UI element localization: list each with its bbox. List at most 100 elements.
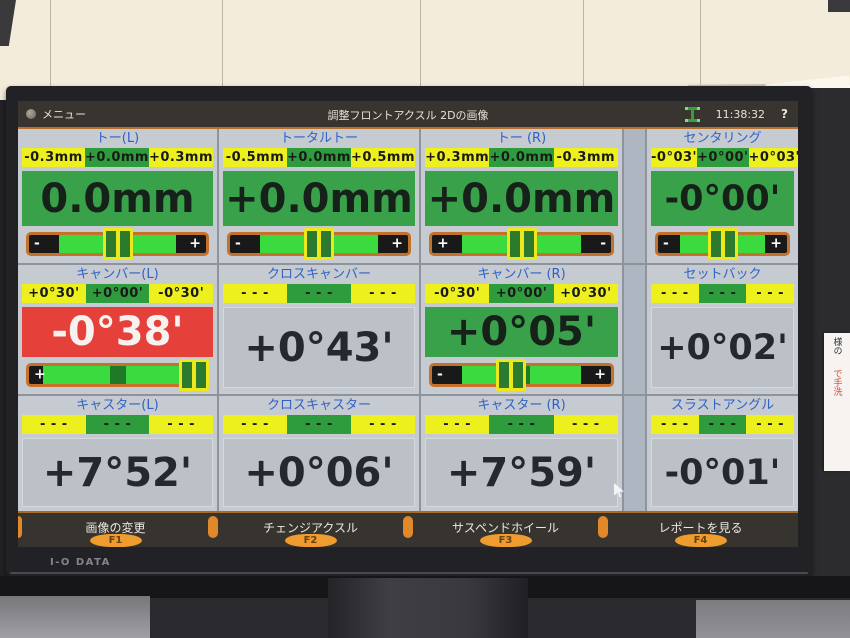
spec-high: +0°30' bbox=[553, 284, 618, 303]
spec-low: -0.5mm bbox=[223, 148, 287, 167]
spec-target: +0°00' bbox=[697, 148, 749, 167]
spec-target: +0.0mm bbox=[286, 148, 351, 167]
slider-minus-label: - bbox=[600, 235, 606, 252]
value-display: +0°02' bbox=[651, 307, 794, 388]
spec-high: - - - bbox=[351, 284, 415, 303]
fn-label: サスペンドホイール bbox=[452, 521, 559, 535]
panel-caster-right: キャスター (R) - - - - - - - - - +7°59' bbox=[421, 396, 622, 513]
function-key-bar: 画像の変更 F1 チェンジアクスル F2 サスペンドホイール F3 レポートを見… bbox=[18, 511, 798, 547]
column-divider bbox=[624, 396, 645, 513]
adjustment-bar: + - bbox=[429, 228, 614, 260]
fn-divider bbox=[208, 516, 218, 538]
measurement-grid: トー(L) -0.3mm +0.0mm +0.3mm 0.0mm - + トータ… bbox=[18, 129, 798, 513]
adjustment-bar: + - bbox=[26, 359, 209, 391]
value-display: -0°38' bbox=[22, 307, 213, 357]
panel-toe-left: トー(L) -0.3mm +0.0mm +0.3mm 0.0mm - + bbox=[18, 129, 217, 263]
fn-button-view-report[interactable]: レポートを見る F4 bbox=[598, 513, 798, 547]
page-title: 調整フロントアクスル 2Dの画像 bbox=[327, 109, 489, 122]
fn-divider bbox=[598, 516, 608, 538]
panel-cross-caster: クロスキャスター - - - - - - - - - +0°06' bbox=[219, 396, 419, 513]
panel-thrust-angle: スラストアングル - - - - - - - - - -0°01' bbox=[647, 396, 798, 513]
spec-low: -0.3mm bbox=[22, 148, 85, 167]
spec-low: - - - bbox=[223, 415, 287, 434]
mouse-cursor bbox=[614, 483, 624, 497]
slider-indicator bbox=[178, 359, 209, 391]
value-display: +0.0mm bbox=[223, 171, 415, 226]
value-display: +0°06' bbox=[223, 438, 415, 507]
f2-key-badge: F2 bbox=[284, 534, 337, 547]
spec-target: - - - bbox=[698, 284, 747, 303]
wall-seam bbox=[222, 0, 223, 94]
wall-seam bbox=[583, 0, 584, 96]
slider-indicator bbox=[495, 359, 526, 391]
background-wall bbox=[0, 0, 850, 100]
slider-plus-label: + bbox=[594, 366, 606, 383]
adjustment-bar: - + bbox=[227, 228, 411, 260]
wall-seam bbox=[700, 0, 701, 97]
slider-indicator bbox=[506, 228, 537, 260]
panel-title: クロスキャンバー bbox=[266, 267, 371, 282]
desk-right-surface bbox=[696, 600, 850, 638]
fn-label: 画像の変更 bbox=[85, 521, 146, 535]
panel-title: キャスター (R) bbox=[477, 398, 566, 413]
monitor: メニュー 調整フロントアクスル 2Dの画像 11:38:32 ? トー(L) -… bbox=[6, 86, 812, 576]
wall-paper-note: 様の で手洗 bbox=[824, 333, 850, 471]
spec-target: +0°00' bbox=[489, 284, 554, 303]
fn-label: チェンジアクスル bbox=[262, 521, 359, 535]
clock: 11:38:32 bbox=[715, 107, 766, 121]
adjustment-bar: - + bbox=[429, 359, 614, 391]
spec-row: - - - - - - - - - bbox=[223, 284, 415, 303]
monitor-stand bbox=[328, 578, 528, 638]
column-divider bbox=[624, 129, 645, 263]
spec-row: - - - - - - - - - bbox=[651, 415, 795, 434]
slider-indicator bbox=[707, 228, 738, 260]
spec-low: - - - bbox=[651, 284, 699, 303]
corner-shadow-right bbox=[828, 0, 850, 12]
help-button[interactable]: ? bbox=[781, 107, 788, 121]
panel-setback: セットバック - - - - - - - - - +0°02' bbox=[647, 265, 798, 394]
panel-cross-camber: クロスキャンバー - - - - - - - - - +0°43' bbox=[219, 265, 419, 394]
value-display: -0°00' bbox=[651, 171, 794, 226]
spec-low: - - - bbox=[22, 415, 86, 434]
spec-low: - - - bbox=[425, 415, 490, 434]
slider-minus-label: - bbox=[34, 235, 40, 252]
panel-title: セットバック bbox=[683, 267, 762, 282]
panel-title: センタリング bbox=[683, 131, 762, 146]
slider-plus-label: + bbox=[34, 366, 46, 383]
menu-button[interactable]: メニュー bbox=[26, 106, 86, 122]
spec-high: +0°03' bbox=[748, 148, 798, 167]
spec-target: - - - bbox=[287, 284, 351, 303]
value-display: +0°43' bbox=[223, 307, 415, 388]
spec-high: -0°30' bbox=[149, 284, 214, 303]
menu-icon bbox=[26, 109, 36, 119]
spec-high: - - - bbox=[351, 415, 415, 434]
slider-indicator bbox=[304, 228, 334, 260]
spec-high: - - - bbox=[553, 415, 618, 434]
fn-label: レポートを見る bbox=[658, 521, 743, 535]
wall-seam bbox=[50, 0, 51, 92]
spec-high: - - - bbox=[746, 415, 795, 434]
spec-high: - - - bbox=[149, 415, 214, 434]
alignment-screen: メニュー 調整フロントアクスル 2Dの画像 11:38:32 ? トー(L) -… bbox=[18, 101, 798, 547]
paper-text: 様の bbox=[831, 337, 842, 355]
fn-button-change-image[interactable]: 画像の変更 F1 bbox=[18, 513, 213, 547]
panel-title: トータルトー bbox=[279, 131, 358, 146]
spec-row: +0°30' +0°00' -0°30' bbox=[22, 284, 214, 303]
panel-title: トー (R) bbox=[496, 131, 547, 146]
panel-caster-left: キャスター(L) - - - - - - - - - +7°52' bbox=[18, 396, 217, 513]
spec-target: +0°00' bbox=[85, 284, 150, 303]
fn-divider bbox=[403, 516, 413, 538]
spec-row: -0°03' +0°00' +0°03' bbox=[651, 148, 798, 167]
desk-left-surface bbox=[0, 596, 150, 638]
panel-title: キャスター(L) bbox=[76, 398, 159, 413]
spec-row: - - - - - - - - - bbox=[22, 415, 214, 434]
fn-button-suspend-wheel[interactable]: サスペンドホイール F3 bbox=[403, 513, 603, 547]
panel-title: キャンバー (R) bbox=[477, 267, 566, 282]
spec-low: - - - bbox=[651, 415, 699, 434]
slider-plus-label: + bbox=[391, 235, 403, 252]
panel-title: トー(L) bbox=[95, 131, 140, 146]
fn-button-change-axle[interactable]: チェンジアクスル F2 bbox=[208, 513, 408, 547]
value-display: +7°59' bbox=[425, 438, 618, 507]
wall-seam bbox=[420, 0, 421, 95]
slider-plus-label: + bbox=[437, 235, 449, 252]
